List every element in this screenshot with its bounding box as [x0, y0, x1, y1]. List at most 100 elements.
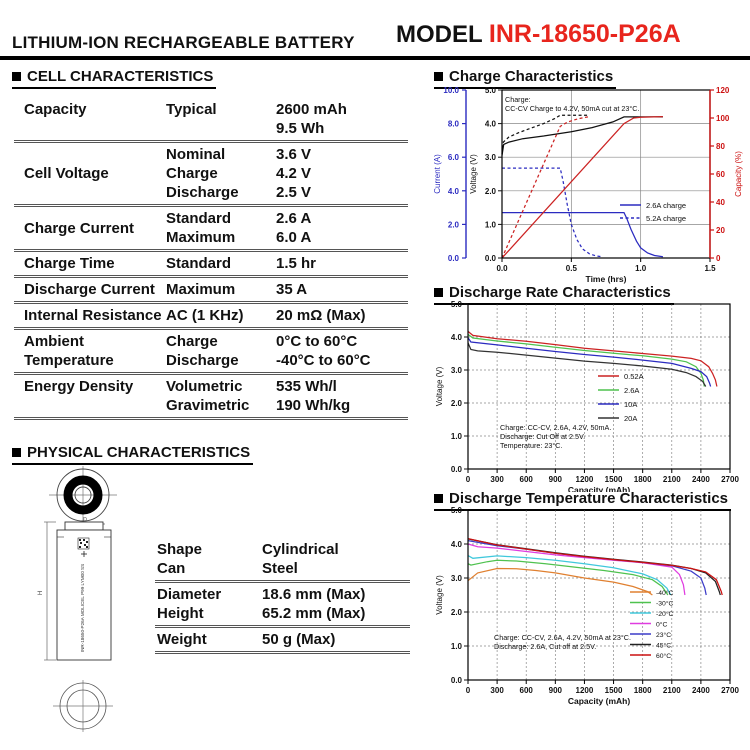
svg-text:Capacity (mAh): Capacity (mAh) [568, 696, 631, 706]
svg-text:Discharge: Cut Off at 2.5V.: Discharge: Cut Off at 2.5V. [500, 432, 585, 441]
svg-text:D: D [83, 517, 87, 523]
svg-text:0.0: 0.0 [485, 254, 497, 263]
discharge-rate-chart: 0 300 600 900 1200 1500 1800 2100 2400 2700 Capaci… [435, 300, 739, 492]
section-bullet-icon [12, 72, 21, 81]
table-row: Internal Resistance AC (1 KHz) 20 mΩ (Ma… [14, 304, 408, 330]
svg-text:0.0: 0.0 [451, 465, 463, 474]
svg-text:10.0: 10.0 [443, 86, 459, 95]
svg-text:2100: 2100 [663, 686, 681, 695]
battery-top-view [49, 466, 117, 524]
svg-text:0.0: 0.0 [448, 254, 460, 263]
svg-text:2400: 2400 [692, 475, 710, 484]
battery-bottom-view [53, 680, 113, 732]
svg-text:0: 0 [716, 254, 721, 263]
svg-text:0.5: 0.5 [566, 264, 578, 273]
svg-text:Charge: CC-CV, 2.6A, 4.2V, 50m: Charge: CC-CV, 2.6A, 4.2V, 50mA. [500, 423, 611, 432]
svg-text:2400: 2400 [692, 686, 710, 695]
svg-text:5.2A charge: 5.2A charge [646, 214, 686, 223]
model-label: MODEL [396, 21, 483, 48]
svg-text:2.6A charge: 2.6A charge [646, 201, 686, 210]
svg-text:5.0: 5.0 [451, 300, 463, 309]
svg-text:Charge:: Charge: [505, 95, 531, 104]
charge-characteristics-chart: 0.0 0.5 1.0 1.5 Time (hrs) 0.0 2.0 4.0 6.0 8.0 10.… [433, 86, 743, 284]
svg-text:40: 40 [716, 198, 725, 207]
table-row: Charge Current Standard Maximum 2.6 A 6.0 … [14, 207, 408, 252]
svg-text:1.0: 1.0 [451, 432, 463, 441]
svg-text:1.0: 1.0 [451, 642, 463, 651]
battery-height-dimension: H [38, 521, 56, 661]
section-bullet-icon [434, 72, 443, 81]
battery-side-view: INR-18650-P26A MOLICEL P99 LYM00 SS [56, 521, 112, 661]
chart-title-charge: Charge Characteristics [434, 68, 617, 89]
svg-text:Charge: CC-CV, 2.6A, 4.2V, 50m: Charge: CC-CV, 2.6A, 4.2V, 50mA at 23°C. [494, 633, 631, 642]
physical-characteristics-table: Shape Can Cylindrical Steel Diameter Height… [155, 538, 410, 654]
svg-text:-30°C: -30°C [656, 599, 674, 607]
svg-text:H: H [38, 591, 44, 595]
svg-text:-40°C: -40°C [656, 589, 674, 597]
table-row: Charge Time Standard 1.5 hr [14, 252, 408, 278]
svg-text:900: 900 [549, 475, 563, 484]
svg-text:120: 120 [716, 86, 730, 95]
table-row: Weight 50 g (Max) [155, 628, 410, 654]
svg-text:Temperature: 23°C.: Temperature: 23°C. [500, 441, 562, 450]
svg-text:0°C: 0°C [656, 620, 667, 628]
section-bullet-icon [434, 288, 443, 297]
svg-text:2.0: 2.0 [485, 187, 497, 196]
svg-text:3.0: 3.0 [451, 574, 463, 583]
svg-text:20: 20 [716, 226, 725, 235]
svg-text:0: 0 [466, 475, 471, 484]
battery-label-text: INR-18650-P26A MOLICEL P99 LYM00 SS [80, 564, 85, 652]
svg-text:600: 600 [520, 686, 534, 695]
svg-text:4.0: 4.0 [448, 187, 460, 196]
datamatrix-icon [79, 539, 88, 548]
section-bullet-icon [434, 494, 443, 503]
model-line: MODEL INR-18650-P26A [396, 20, 681, 49]
svg-text:5.0: 5.0 [451, 506, 463, 515]
table-row: Capacity Typical 2600 mAh 9.5 Wh [14, 98, 408, 143]
svg-text:2.0: 2.0 [451, 399, 463, 408]
table-row: Energy Density Volumetric Gravimetric 535… [14, 375, 408, 420]
svg-text:1200: 1200 [576, 686, 594, 695]
svg-text:2700: 2700 [721, 475, 739, 484]
svg-text:1500: 1500 [605, 475, 623, 484]
battery-drawing: D INR-18650-P26A MOLICEL P99 LYM00 SS H [38, 466, 117, 732]
svg-text:60°C: 60°C [656, 652, 671, 660]
svg-text:2.6A: 2.6A [624, 386, 639, 395]
svg-text:2700: 2700 [721, 686, 739, 695]
discharge-temperature-chart: 0 300 600 900 1200 1500 1800 2100 2400 2700 Capaci… [435, 506, 739, 706]
svg-text:80: 80 [716, 142, 725, 151]
svg-text:1800: 1800 [634, 686, 652, 695]
svg-text:3.0: 3.0 [485, 153, 497, 162]
svg-text:20A: 20A [624, 414, 637, 423]
svg-text:300: 300 [490, 475, 504, 484]
svg-text:60: 60 [716, 170, 725, 179]
svg-text:1.0: 1.0 [485, 220, 497, 229]
svg-text:100: 100 [716, 114, 730, 123]
svg-text:23°C: 23°C [656, 631, 671, 639]
svg-text:0.0: 0.0 [496, 264, 508, 273]
cell-characteristics-table: Capacity Typical 2600 mAh 9.5 Wh Cell Vol… [14, 98, 408, 420]
svg-text:8.0: 8.0 [448, 120, 460, 129]
svg-text:Voltage (V): Voltage (V) [435, 575, 444, 615]
svg-text:300: 300 [490, 686, 504, 695]
svg-text:10A: 10A [624, 400, 637, 409]
svg-text:5.0: 5.0 [485, 86, 497, 95]
page-title: LITHIUM-ION RECHARGEABLE BATTERY [12, 33, 355, 52]
svg-text:CC-CV Charge to 4.2V, 50mA cut: CC-CV Charge to 4.2V, 50mA cut at 23°C. [505, 104, 639, 113]
svg-text:2.0: 2.0 [451, 608, 463, 617]
svg-text:1.0: 1.0 [635, 264, 647, 273]
table-row: Shape Can Cylindrical Steel [155, 538, 410, 583]
svg-text:2.0: 2.0 [448, 220, 460, 229]
table-row: Discharge Current Maximum 35 A [14, 278, 408, 304]
svg-text:0.52A: 0.52A [624, 372, 644, 381]
table-row: Ambient Temperature Charge Discharge 0°C … [14, 330, 408, 375]
section-bullet-icon [12, 448, 21, 457]
svg-text:4.0: 4.0 [451, 333, 463, 342]
section-title-physical-characteristics: PHYSICAL CHARACTERISTICS [12, 444, 254, 465]
svg-text:3.0: 3.0 [451, 366, 463, 375]
svg-text:45°C: 45°C [656, 641, 671, 649]
svg-text:1.5: 1.5 [704, 264, 716, 273]
svg-text:Current (A): Current (A) [433, 154, 442, 194]
table-row: Diameter Height 18.6 mm (Max) 65.2 mm (Max… [155, 583, 410, 628]
svg-text:1200: 1200 [576, 475, 594, 484]
